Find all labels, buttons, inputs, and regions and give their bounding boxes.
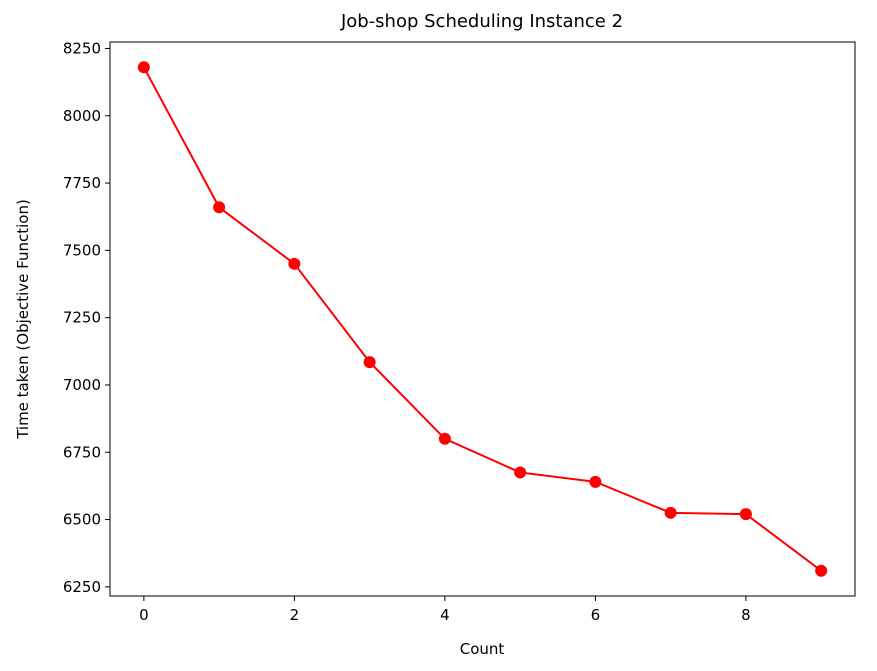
y-tick-label: 7250: [63, 309, 101, 327]
marker: [815, 564, 828, 577]
y-tick-label: 7500: [63, 241, 101, 259]
x-tick-label: 8: [741, 606, 751, 624]
plot-frame: [109, 41, 856, 597]
y-axis-label: Time taken (Objective Function): [14, 199, 32, 440]
marker: [664, 506, 677, 519]
y-tick-label: 6750: [63, 443, 101, 461]
y-tick-label: 6250: [63, 578, 101, 596]
y-tick-label: 6500: [63, 511, 101, 529]
marker: [589, 475, 602, 488]
line: [142, 66, 822, 572]
x-tick-label: 2: [290, 606, 300, 624]
x-tick-label: 6: [591, 606, 601, 624]
y-tick-label: 7750: [63, 174, 101, 192]
marker: [137, 61, 150, 74]
marker: [288, 257, 301, 270]
chart-title: Job-shop Scheduling Instance 2: [340, 11, 623, 32]
x-axis-label: Count: [460, 640, 505, 658]
marker: [363, 356, 376, 369]
x-tick-label: 4: [440, 606, 450, 624]
marker: [213, 201, 226, 214]
y-tick-label: 7000: [63, 376, 101, 394]
x-tick-label: 0: [139, 606, 149, 624]
marker: [514, 466, 527, 479]
y-tick-label: 8250: [63, 39, 101, 57]
y-tick-label: 8000: [63, 107, 101, 125]
marker: [739, 508, 752, 521]
marker: [438, 432, 451, 445]
